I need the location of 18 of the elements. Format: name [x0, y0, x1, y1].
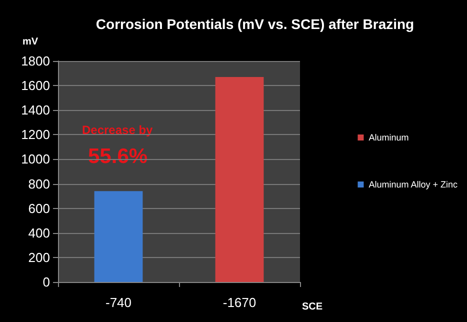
y-tick-label: 1600: [21, 78, 50, 94]
annotation: Decrease by: [82, 123, 154, 137]
y-tick-label: 600: [28, 200, 50, 216]
chart-title: Corrosion Potentials (mV vs. SCE) after Brazing: [96, 16, 414, 32]
y-tick-label: 400: [28, 225, 50, 240]
legend-label: Aluminum Alloy + Zinc: [368, 180, 458, 190]
x-axis-title: SCE: [302, 302, 323, 312]
y-axis-title: mV: [22, 36, 38, 48]
y-tick-label: 1000: [21, 152, 50, 167]
y-tick-label: 1400: [21, 102, 50, 118]
x-tick-label: -1670: [222, 295, 256, 310]
legend-label: Aluminum: [368, 132, 409, 142]
y-tick-label: 200: [28, 250, 50, 265]
y-tick-label: 1800: [21, 54, 50, 68]
x-tick-label: -740: [105, 295, 132, 310]
y-tick-label: 800: [28, 176, 50, 192]
y-tick-label: 0: [42, 274, 50, 290]
y-tick-label: 1200: [21, 127, 50, 142]
